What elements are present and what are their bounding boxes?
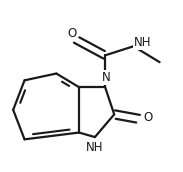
Text: O: O [143,111,152,124]
Text: O: O [68,27,77,40]
Text: N: N [102,71,111,84]
Text: NH: NH [134,36,152,49]
Text: NH: NH [86,142,104,154]
